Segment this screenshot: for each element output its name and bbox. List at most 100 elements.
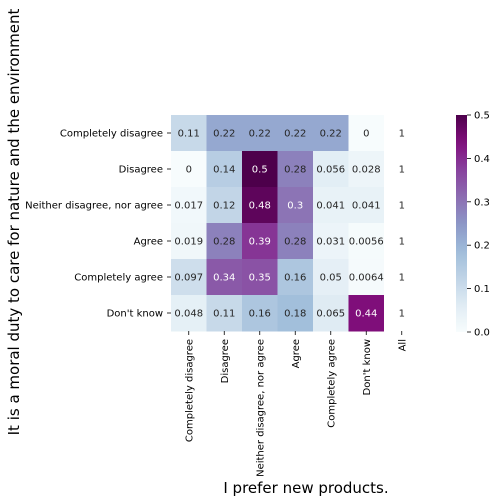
cell-value-label: 0.48 (249, 201, 271, 212)
heatmap-cell (242, 223, 278, 260)
heatmap-cell (348, 295, 385, 332)
heatmap-cell (384, 295, 420, 332)
heatmap-cell (206, 151, 243, 188)
x-tick-label: Completely disagree (184, 339, 195, 442)
heatmap-cell (242, 115, 278, 152)
cell-value-label: 1 (399, 309, 405, 320)
cell-value-label: 0.28 (213, 237, 235, 248)
heatmap-cell (313, 151, 349, 188)
x-axis-title: I prefer new products. (223, 479, 388, 497)
cell-value-label: 0.22 (213, 129, 235, 140)
y-tick-label: Neither disagree, nor agree (25, 201, 163, 212)
cell-value-label: 0.16 (249, 309, 271, 320)
colorbar: 0.0 0.1 0.2 0.3 0.4 0.5 (456, 111, 490, 339)
heatmap-cell (277, 259, 314, 296)
y-tick-label: Agree (134, 237, 163, 248)
heatmap-cell (348, 115, 385, 152)
y-tick-label: Disagree (119, 165, 163, 176)
cell-value-label: 0.11 (178, 129, 200, 140)
heatmap-cell (313, 223, 349, 260)
colorbar-gradient (456, 115, 467, 332)
heatmap-cell (384, 187, 420, 224)
x-tick-label: Don't know (362, 339, 373, 395)
cell-value-label: 0.28 (284, 165, 306, 176)
cell-value-label: 0.056 (316, 165, 345, 176)
cell-value-label: 0.019 (174, 237, 203, 248)
colorbar-tick-label: 0.2 (474, 241, 490, 252)
colorbar-tick-label: 0.0 (474, 328, 490, 339)
heatmap-cell (206, 223, 243, 260)
colorbar-tick-label: 0.1 (474, 284, 490, 295)
x-tick-label: All (397, 339, 408, 351)
cell-value-label: 0.05 (320, 273, 342, 284)
heatmap-cell (171, 187, 207, 224)
heatmap-cell (206, 295, 243, 332)
heatmap-cell (277, 151, 314, 188)
heatmap-cell (384, 151, 420, 188)
cell-value-label: 0 (186, 165, 192, 176)
heatmap-cell (242, 151, 278, 188)
cell-value-label: 1 (399, 237, 405, 248)
heatmap-cells (171, 115, 420, 332)
heatmap-cell (171, 115, 207, 152)
x-tick-label: Completely agree (326, 339, 337, 428)
heatmap-cell (384, 115, 420, 152)
heatmap-cell (242, 187, 278, 224)
y-axis-tick-labels: Completely disagree Disagree Neither disag… (25, 129, 171, 320)
heatmap-cell (348, 187, 385, 224)
cell-value-label: 0.22 (284, 129, 306, 140)
heatmap-cell (348, 223, 385, 260)
cell-value-label: 0.44 (355, 309, 377, 320)
cell-value-label: 0.0056 (349, 237, 384, 248)
cell-value-label: 0.017 (174, 201, 203, 212)
cell-value-label: 0.5 (252, 165, 268, 176)
heatmap-cell (242, 259, 278, 296)
cell-value-label: 0.16 (284, 273, 306, 284)
cell-value-label: 0.18 (284, 309, 306, 320)
cell-value-label: 0.097 (174, 273, 203, 284)
heatmap-cell (313, 259, 349, 296)
cell-value-label: 0.14 (213, 165, 235, 176)
cell-value-label: 1 (399, 129, 405, 140)
x-tick-label: Disagree (220, 339, 231, 383)
heatmap-cell (277, 223, 314, 260)
cell-value-label: 0.12 (213, 201, 235, 212)
cell-value-label: 0.065 (316, 309, 345, 320)
heatmap-cell (313, 115, 349, 152)
cell-value-label: 0.3 (287, 201, 303, 212)
cell-value-label: 0.028 (352, 165, 381, 176)
cell-value-label: 0.041 (316, 201, 345, 212)
heatmap-cell-labels: 0.11 0.22 0.22 0.22 0.22 0 1 0 0.14 0.5 0.28 0.056 0… (174, 129, 405, 320)
heatmap-cell (348, 259, 385, 296)
cell-value-label: 0.22 (320, 129, 342, 140)
x-tick-label: Neither disagree, nor agree (255, 339, 266, 477)
cell-value-label: 0.34 (213, 273, 235, 284)
y-tick-label: Completely agree (74, 273, 163, 284)
cell-value-label: 1 (399, 165, 405, 176)
heatmap-cell (206, 259, 243, 296)
y-tick-label: Don't know (107, 309, 163, 320)
heatmap-cell (348, 151, 385, 188)
heatmap-cell (171, 259, 207, 296)
heatmap-cell (206, 115, 243, 152)
cell-value-label: 1 (399, 273, 405, 284)
heatmap-cell (313, 295, 349, 332)
cell-value-label: 0.031 (316, 237, 345, 248)
x-axis-tick-labels: Completely disagree Disagree Neither disag… (184, 331, 408, 477)
cell-value-label: 0.22 (249, 129, 271, 140)
cell-value-label: 0.39 (249, 237, 271, 248)
cell-value-label: 0.11 (213, 309, 235, 320)
colorbar-tick-label: 0.3 (474, 197, 490, 208)
cell-value-label: 1 (399, 201, 405, 212)
heatmap-cell (171, 223, 207, 260)
cell-value-label: 0.041 (352, 201, 381, 212)
cell-value-label: 0 (363, 129, 369, 140)
colorbar-tick-label: 0.4 (474, 154, 490, 165)
heatmap-cell (313, 187, 349, 224)
heatmap-cell (277, 187, 314, 224)
y-tick-label: Completely disagree (60, 129, 163, 140)
y-axis-title: It is a moral duty to care for nature an… (5, 9, 23, 436)
heatmap-cell (384, 223, 420, 260)
cell-value-label: 0.35 (249, 273, 271, 284)
